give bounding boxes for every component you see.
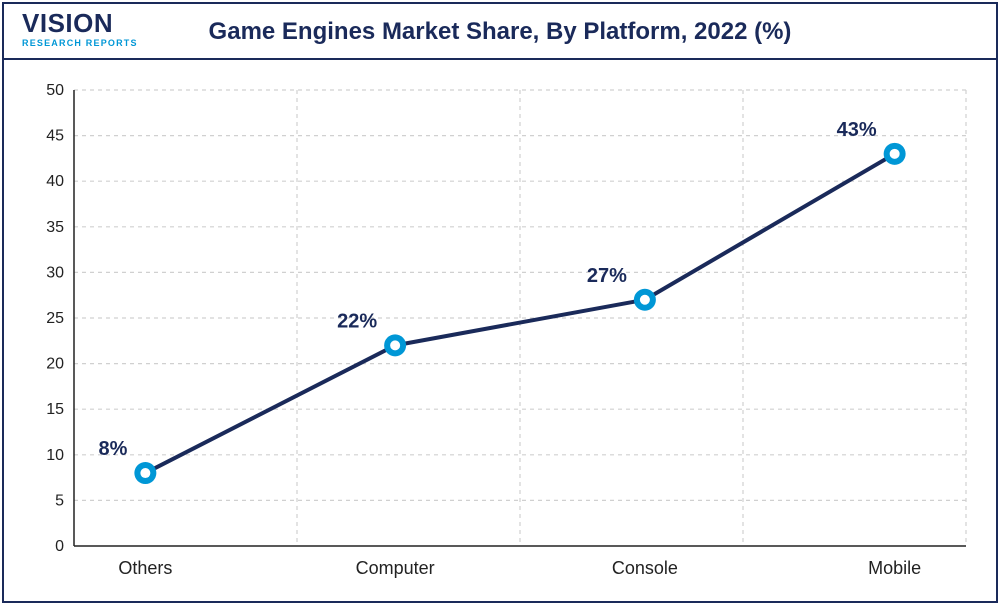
y-tick-label: 15 [46,401,64,418]
x-category-label: Others [118,558,172,578]
data-value-label: 43% [837,119,877,141]
chart-plot-area: 0 5 10 15 20 25 30 35 40 45 50 Others Computer Consol… [4,60,996,601]
series-line [145,154,894,473]
y-tick-label: 30 [46,264,64,281]
y-tick-label: 40 [46,173,64,190]
chart-title: Game Engines Market Share, By Platform, … [4,18,996,46]
data-value-label: 8% [98,438,127,460]
data-marker-inner [890,149,900,159]
y-tick-label: 0 [55,538,64,555]
x-category-label: Console [612,558,678,578]
data-marker-inner [140,468,150,478]
data-value-label: 27% [587,265,627,287]
chart-header: VISION RESEARCH REPORTS Game Engines Mar… [4,4,996,60]
y-tick-label: 35 [46,219,64,236]
x-category-label: Computer [356,558,435,578]
y-tick-label: 25 [46,310,64,327]
x-category-label: Mobile [868,558,921,578]
y-tick-label: 50 [46,82,64,99]
y-tick-label: 10 [46,447,64,464]
data-value-label: 22% [337,310,377,332]
line-chart: 0 5 10 15 20 25 30 35 40 45 50 Others Computer Consol… [4,60,996,601]
data-marker-inner [390,340,400,350]
y-tick-label: 20 [46,356,64,373]
y-tick-label: 5 [55,492,64,509]
y-tick-label: 45 [46,128,64,145]
data-marker-inner [640,295,650,305]
